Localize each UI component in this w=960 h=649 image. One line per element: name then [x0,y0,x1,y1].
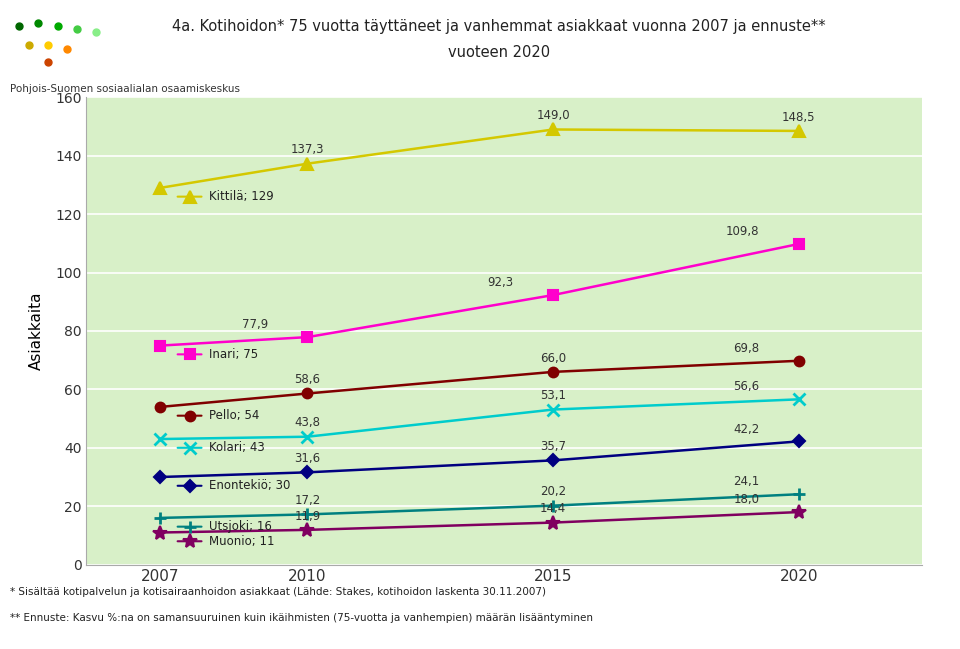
Text: 31,6: 31,6 [295,452,321,465]
Y-axis label: Asiakkaita: Asiakkaita [29,292,44,370]
Text: Utsjoki; 16: Utsjoki; 16 [209,520,272,533]
Text: 43,8: 43,8 [295,417,321,430]
Text: Inari; 75: Inari; 75 [209,348,258,361]
Text: 17,2: 17,2 [295,494,321,507]
Text: 14,4: 14,4 [540,502,566,515]
Text: 58,6: 58,6 [295,373,321,386]
Text: 11,9: 11,9 [295,509,321,522]
Text: 18,0: 18,0 [733,493,759,506]
Text: 24,1: 24,1 [733,476,759,489]
Text: Enontekiö; 30: Enontekiö; 30 [209,479,291,493]
Text: 92,3: 92,3 [488,276,514,289]
Text: 69,8: 69,8 [733,342,759,355]
Text: 109,8: 109,8 [726,225,759,238]
Text: Pohjois-Suomen sosiaalialan osaamiskeskus: Pohjois-Suomen sosiaalialan osaamiskesku… [10,84,240,94]
Text: Pello; 54: Pello; 54 [209,409,259,422]
Text: 148,5: 148,5 [782,110,816,123]
Text: vuoteen 2020: vuoteen 2020 [448,45,550,60]
Text: 66,0: 66,0 [540,352,566,365]
Text: 20,2: 20,2 [540,485,566,498]
Text: 149,0: 149,0 [537,109,570,122]
Text: 42,2: 42,2 [733,422,759,435]
Text: 4a. Kotihoidon* 75 vuotta täyttäneet ja vanhemmat asiakkaat vuonna 2007 ja ennus: 4a. Kotihoidon* 75 vuotta täyttäneet ja … [173,19,826,34]
Text: 137,3: 137,3 [291,143,324,156]
Text: 35,7: 35,7 [540,440,566,453]
Text: 56,6: 56,6 [733,380,759,393]
Text: Muonio; 11: Muonio; 11 [209,535,275,548]
Text: Kolari; 43: Kolari; 43 [209,441,265,454]
Text: 77,9: 77,9 [242,318,268,331]
Text: ** Ennuste: Kasvu %:na on samansuuruinen kuin ikäihmisten (75-vuotta ja vanhempi: ** Ennuste: Kasvu %:na on samansuuruinen… [10,613,592,623]
Text: * Sisältää kotipalvelun ja kotisairaanhoidon asiakkaat (Lähde: Stakes, kotihoido: * Sisältää kotipalvelun ja kotisairaanho… [10,587,545,597]
Text: Kittilä; 129: Kittilä; 129 [209,190,274,203]
Text: 53,1: 53,1 [540,389,566,402]
